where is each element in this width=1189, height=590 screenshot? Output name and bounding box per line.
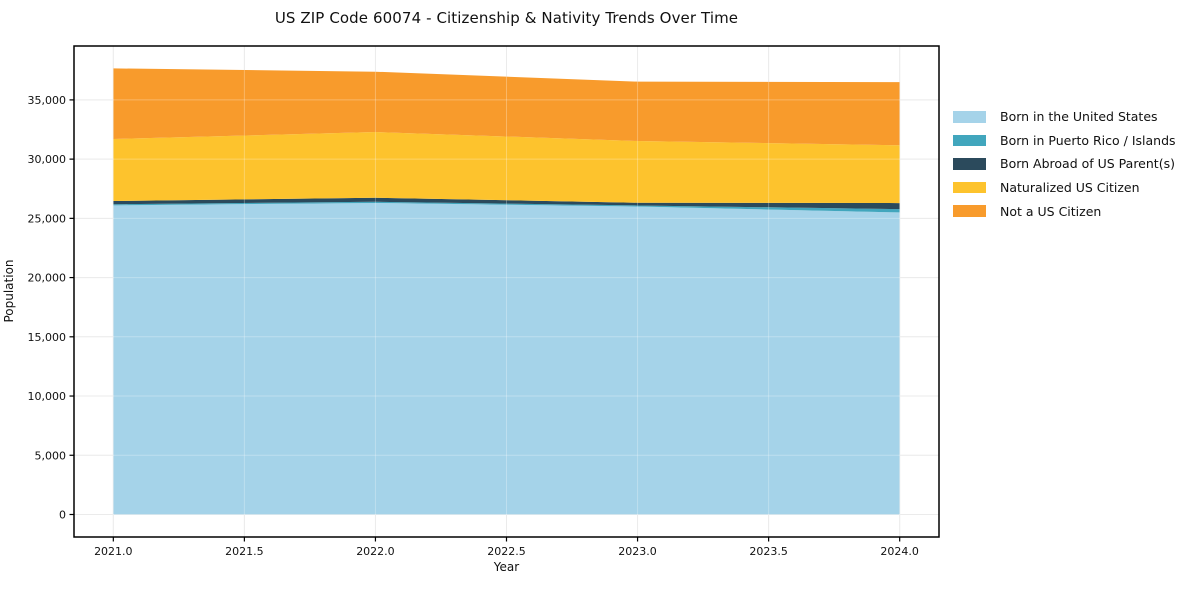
y-tick-label: 30,000	[28, 153, 67, 166]
area-born-abroad-of-us-parent-s	[113, 197, 900, 210]
area-not-a-us-citizen	[113, 68, 900, 146]
x-tick-label: 2022.0	[356, 545, 395, 558]
legend-swatch	[953, 111, 986, 123]
x-tick-label: 2024.0	[880, 545, 919, 558]
legend-entry: Naturalized US Citizen	[953, 176, 1189, 200]
legend-label: Born in the United States	[1000, 109, 1158, 125]
y-axis-label: Population	[2, 259, 16, 323]
area-born-in-the-united-states	[113, 202, 900, 515]
legend-entry: Not a US Citizen	[953, 199, 1189, 223]
y-tick-label: 35,000	[28, 94, 67, 107]
legend-entry: Born in the United States	[953, 105, 1189, 129]
legend-label: Born in Puerto Rico / Islands	[1000, 132, 1176, 148]
x-tick-label: 2023.5	[749, 545, 788, 558]
legend-label: Born Abroad of US Parent(s)	[1000, 156, 1175, 172]
legend: Born in the United States Born in Puerto …	[953, 105, 1189, 223]
x-tick-label: 2022.5	[487, 545, 526, 558]
legend-label: Naturalized US Citizen	[1000, 180, 1140, 196]
legend-swatch	[953, 205, 986, 217]
x-axis-label: Year	[493, 560, 520, 574]
legend-swatch	[953, 181, 986, 194]
legend-swatch	[953, 134, 986, 147]
legend-entry: Born in Puerto Rico / Islands	[953, 129, 1189, 153]
y-tick-label: 15,000	[28, 331, 67, 344]
y-tick-label: 10,000	[28, 390, 67, 403]
legend-entry: Born Abroad of US Parent(s)	[953, 152, 1189, 176]
legend-swatch	[953, 158, 986, 170]
area-born-in-puerto-rico-islands	[113, 201, 900, 213]
area-naturalized-us-citizen	[113, 131, 900, 204]
x-tick-label: 2021.5	[225, 545, 264, 558]
legend-label: Not a US Citizen	[1000, 203, 1102, 219]
y-tick-label: 25,000	[28, 212, 67, 225]
chart-title: US ZIP Code 60074 - Citizenship & Nativi…	[274, 9, 739, 27]
y-tick-label: 0	[59, 508, 66, 521]
y-tick-label: 20,000	[28, 272, 67, 285]
x-tick-label: 2021.0	[94, 545, 133, 558]
y-tick-label: 5,000	[35, 449, 67, 462]
x-tick-label: 2023.0	[618, 545, 657, 558]
